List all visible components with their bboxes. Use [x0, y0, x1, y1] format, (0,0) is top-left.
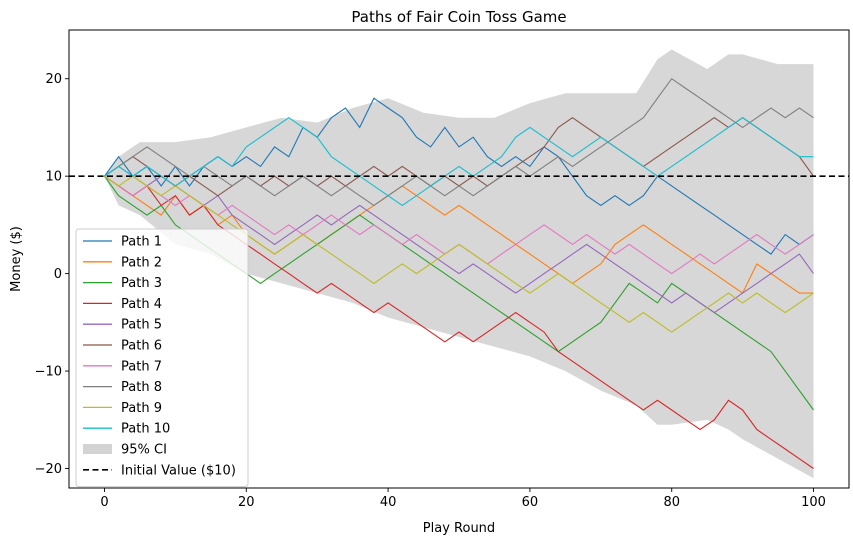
legend-label: Path 8 — [121, 380, 162, 395]
legend-label: Path 2 — [121, 255, 162, 270]
x-axis: 0 20 40 60 80 100 — [100, 488, 826, 510]
legend-label: Path 1 — [121, 235, 162, 250]
legend-label: Initial Value ($10) — [121, 463, 236, 478]
series-line-path-5 — [104, 165, 814, 314]
legend-label: Path 9 — [121, 401, 162, 416]
plot-frame — [68, 29, 850, 489]
series-line-path-9 — [104, 175, 814, 333]
y-tick-label: 0 — [54, 267, 62, 282]
series-line-path-4 — [104, 175, 814, 469]
legend-label: Path 3 — [121, 276, 162, 291]
legend-box — [75, 228, 249, 488]
legend-swatch-ci — [83, 444, 112, 454]
legend-label: 95% CI — [121, 443, 167, 458]
legend-label: Path 6 — [121, 339, 162, 354]
x-tick-label: 80 — [663, 495, 680, 510]
x-tick-label: 40 — [380, 495, 397, 510]
y-axis-label: Money ($) — [9, 226, 24, 292]
legend: Path 1 Path 2 Path 3 Path 4 Path 5 Path 6 Path… — [75, 228, 249, 488]
series-line-path-10 — [104, 117, 814, 207]
legend-label: Path 7 — [121, 359, 162, 374]
y-tick-label: 20 — [45, 72, 62, 87]
legend-label: Path 4 — [121, 297, 162, 312]
x-tick-label: 60 — [522, 495, 539, 510]
x-tick-label: 0 — [100, 495, 108, 510]
y-axis: −20 −10 0 10 20 — [35, 72, 69, 477]
y-tick-label: −10 — [35, 365, 62, 380]
y-tick-label: −20 — [35, 462, 62, 477]
plot-area — [69, 49, 849, 479]
x-tick-label: 20 — [238, 495, 255, 510]
x-axis-label: Play Round — [423, 521, 495, 536]
legend-label: Path 10 — [121, 422, 170, 437]
series-line-path-8 — [104, 77, 814, 207]
series-line-path-2 — [104, 175, 814, 294]
y-tick-label: 10 — [45, 170, 62, 185]
ci-band — [104, 49, 814, 479]
legend-label: Path 5 — [121, 318, 162, 333]
x-tick-label: 100 — [801, 495, 826, 510]
chart-title: Paths of Fair Coin Toss Game — [351, 8, 566, 26]
